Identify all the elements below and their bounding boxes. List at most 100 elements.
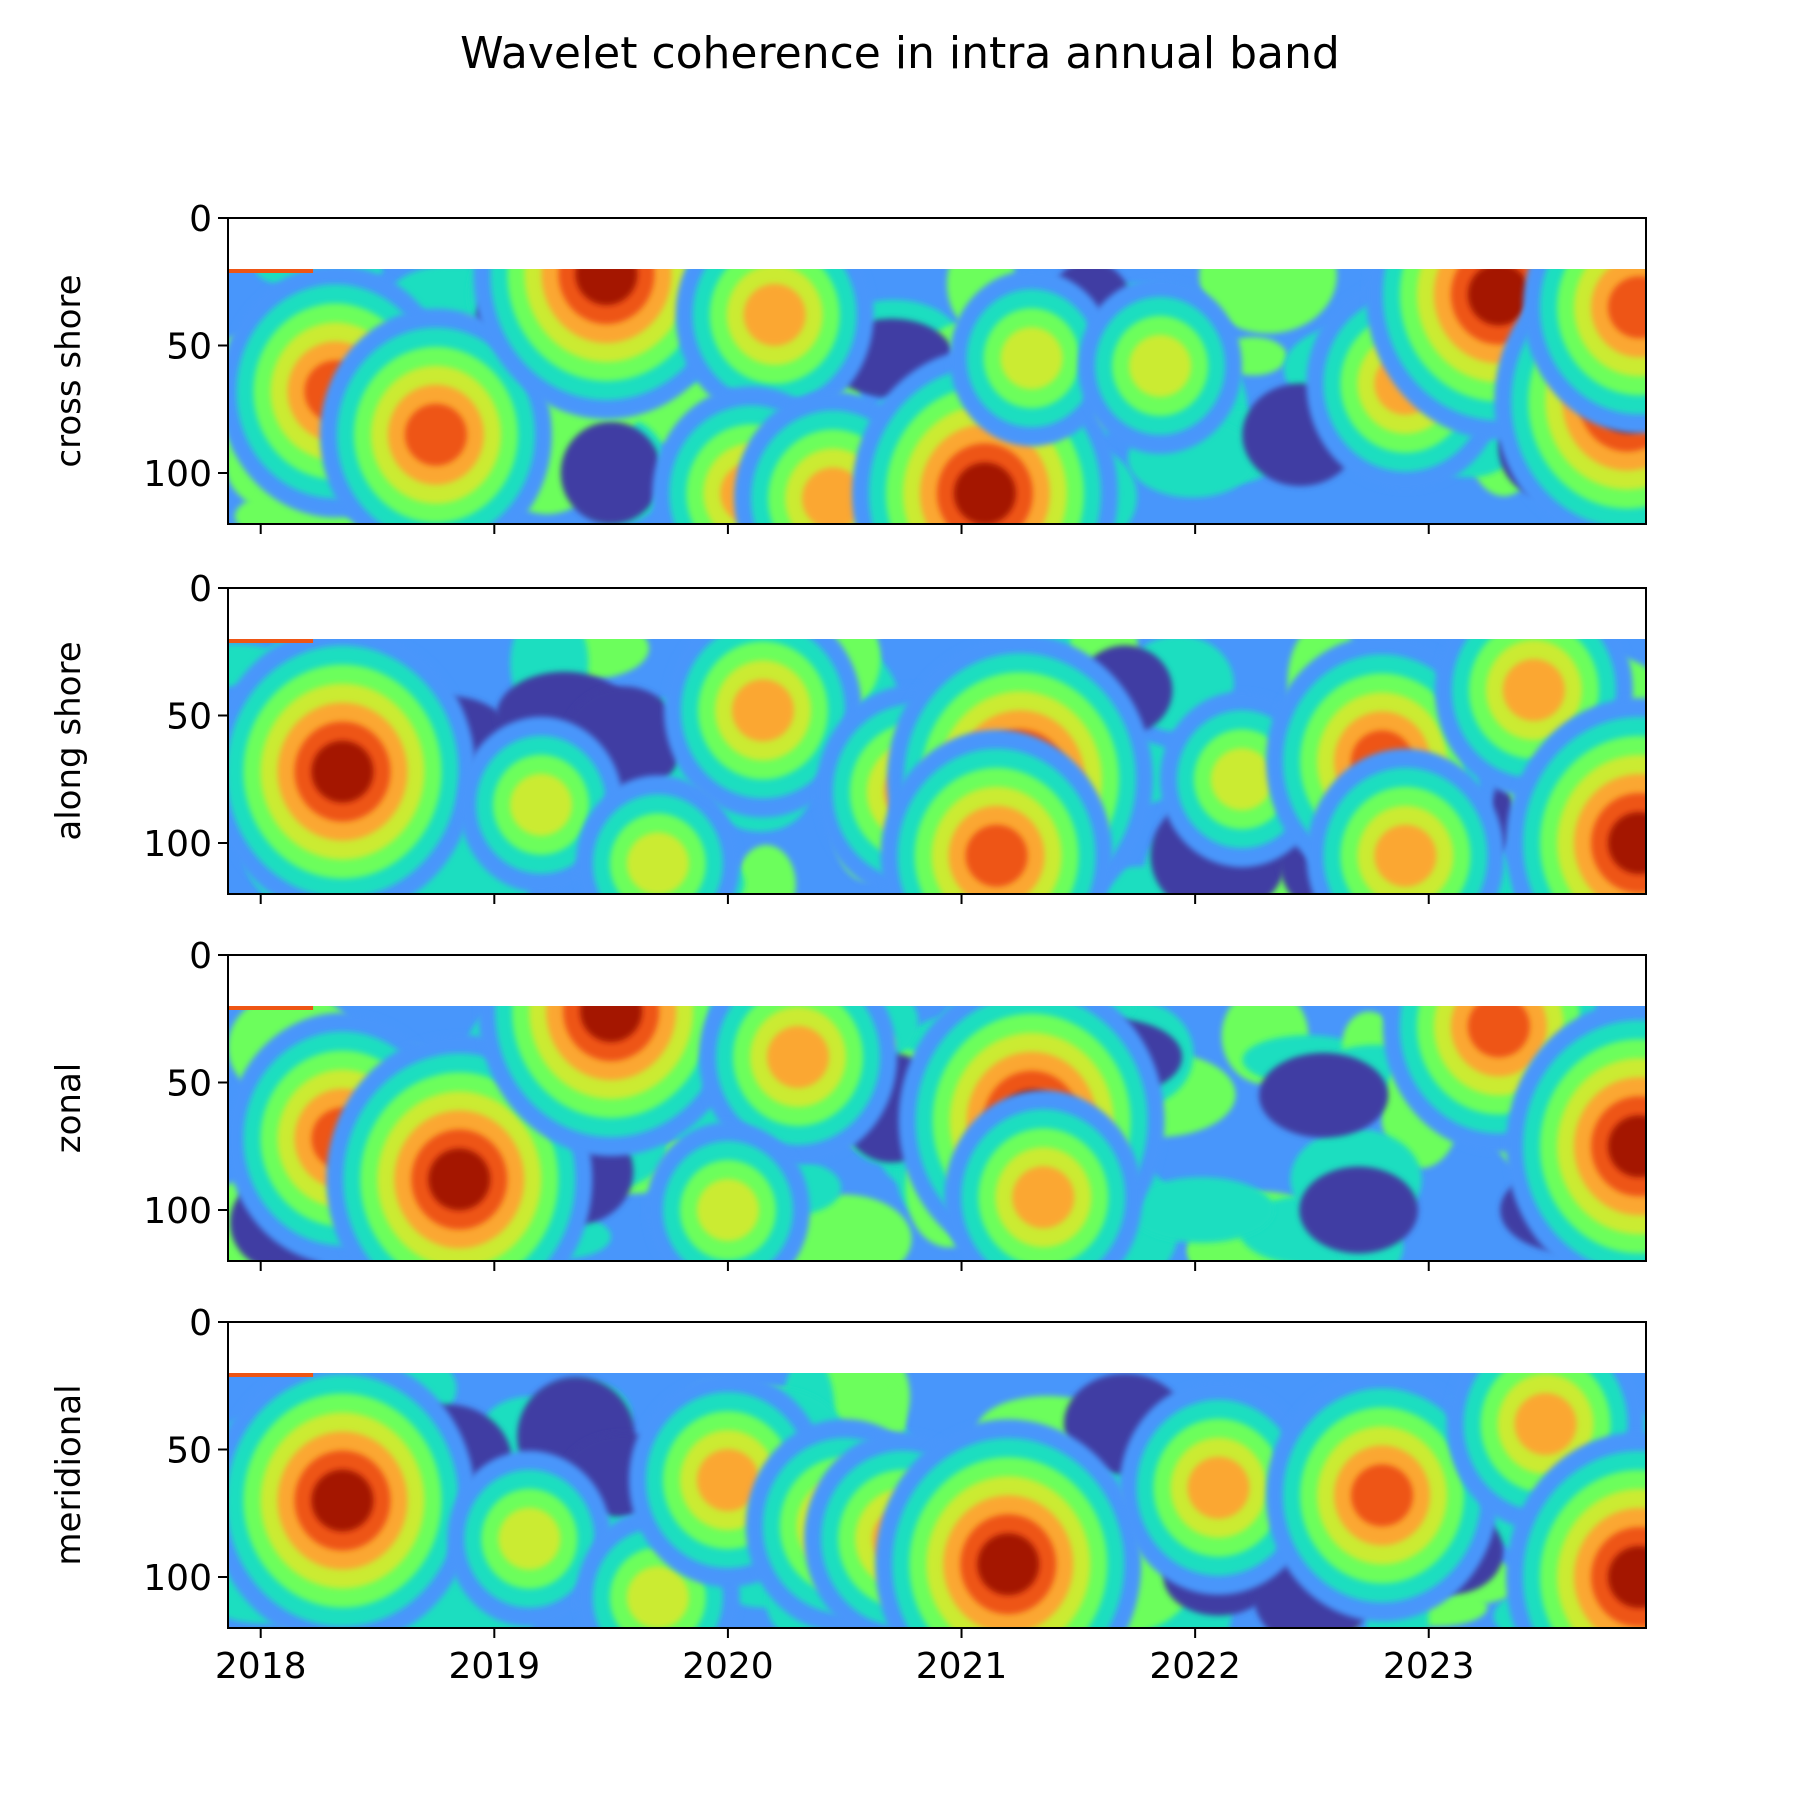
chart-title: Wavelet coherence in intra annual band bbox=[460, 28, 1340, 79]
axes-frame bbox=[227, 954, 1647, 1262]
contour-level-7 bbox=[1351, 1464, 1414, 1527]
y-tick-label: 0 bbox=[189, 199, 212, 240]
contour-level-8 bbox=[311, 1469, 374, 1532]
contour-level-6 bbox=[743, 283, 806, 346]
contour-level-5 bbox=[1210, 748, 1273, 811]
x-tick-label: 2023 bbox=[1383, 1646, 1475, 1687]
y-tick-label: 0 bbox=[189, 569, 212, 610]
edge-artifact bbox=[228, 1373, 314, 1377]
contour-level-8 bbox=[580, 1006, 643, 1043]
contour-level-8 bbox=[977, 1533, 1040, 1596]
contour-level-8 bbox=[575, 269, 638, 306]
contour-level-5 bbox=[1000, 327, 1063, 390]
panel-cross-shore: 0 50 100 cross shore bbox=[49, 199, 1647, 534]
contour-level-8 bbox=[953, 462, 1016, 524]
contour-level-8 bbox=[1467, 269, 1530, 326]
contour-level-6 bbox=[1374, 824, 1437, 887]
texture-patch bbox=[1199, 269, 1337, 334]
contour-level-5 bbox=[510, 773, 573, 836]
x-tick-label: 2021 bbox=[916, 1646, 1008, 1687]
contour-level-6 bbox=[1502, 659, 1565, 721]
coherence-field bbox=[228, 1006, 1646, 1261]
coherence-blob bbox=[1506, 1006, 1646, 1261]
y-tick-label: 100 bbox=[143, 454, 212, 495]
coherence-blob bbox=[675, 269, 874, 422]
coherence-blob bbox=[1078, 277, 1243, 454]
coherence-blob bbox=[1506, 1432, 1646, 1628]
coherence-blob bbox=[575, 775, 740, 894]
x-tick-label: 2018 bbox=[215, 1646, 307, 1687]
y-axis-label: zonal bbox=[49, 1063, 89, 1153]
coherence-blob bbox=[1506, 698, 1646, 894]
contour-level-8 bbox=[1608, 812, 1646, 874]
x-tick-label: 2022 bbox=[1149, 1646, 1241, 1687]
low-coherence-region bbox=[1258, 1052, 1389, 1138]
contour-level-7 bbox=[965, 824, 1028, 887]
contour-level-5 bbox=[696, 1179, 759, 1241]
contour-level-6 bbox=[1187, 1456, 1250, 1519]
coherence-blob bbox=[447, 1450, 612, 1627]
coherence-field bbox=[228, 639, 1646, 894]
y-tick-label: 50 bbox=[166, 697, 212, 738]
low-coherence-region bbox=[560, 421, 662, 524]
coherence-blob bbox=[699, 1006, 897, 1164]
coherence-blob bbox=[1266, 1373, 1498, 1622]
contour-level-6 bbox=[802, 467, 865, 524]
y-tick-label: 50 bbox=[166, 327, 212, 368]
y-tick-label: 0 bbox=[189, 1303, 212, 1344]
coherence-field bbox=[228, 1373, 1646, 1628]
contour-level-5 bbox=[1129, 334, 1192, 397]
coherence-blob bbox=[473, 269, 740, 420]
y-tick-label: 50 bbox=[166, 1431, 212, 1472]
coherence-blob bbox=[228, 1373, 476, 1628]
axes-frame bbox=[227, 1321, 1647, 1629]
coherence-blob bbox=[1434, 639, 1633, 797]
texture-patch bbox=[736, 845, 796, 894]
low-coherence-region bbox=[1299, 1166, 1419, 1254]
coherence-blob bbox=[663, 639, 862, 818]
contour-level-6 bbox=[731, 679, 794, 742]
contour-level-5 bbox=[626, 832, 689, 894]
coherence-field bbox=[228, 269, 1646, 524]
y-tick-label: 100 bbox=[143, 824, 212, 865]
y-tick-label: 50 bbox=[166, 1064, 212, 1105]
edge-artifact bbox=[228, 639, 314, 643]
contour-level-8 bbox=[428, 1148, 491, 1211]
coherence-blob bbox=[228, 639, 476, 894]
edge-artifact bbox=[228, 269, 314, 273]
y-axis-label: meridional bbox=[49, 1384, 89, 1565]
coherence-blob bbox=[949, 270, 1114, 447]
axes-frame bbox=[227, 217, 1647, 525]
coherence-blob bbox=[1306, 748, 1505, 894]
contour-level-7 bbox=[404, 403, 467, 466]
contour-level-6 bbox=[696, 1449, 759, 1512]
contour-level-7 bbox=[1467, 1006, 1530, 1058]
contour-level-6 bbox=[767, 1026, 830, 1088]
contour-level-8 bbox=[1608, 1546, 1646, 1608]
contour-level-6 bbox=[1514, 1393, 1577, 1455]
coherence-blob bbox=[880, 729, 1113, 894]
coherence-blob bbox=[478, 1006, 745, 1157]
y-axis-label: along shore bbox=[49, 641, 89, 840]
contour-level-7 bbox=[1608, 276, 1646, 339]
panel-zonal: 0 50 100 zonal bbox=[49, 936, 1647, 1271]
coherence-blob bbox=[944, 1090, 1143, 1261]
coherence-blob bbox=[319, 308, 552, 524]
panel-meridional: 0 50 100 meridional 2018 2019 2020 2021 2022 2023 bbox=[49, 1303, 1647, 1687]
edge-artifact bbox=[228, 1006, 314, 1010]
coherence-blob bbox=[645, 1122, 810, 1261]
y-tick-label: 100 bbox=[143, 1558, 212, 1599]
y-tick-label: 0 bbox=[189, 936, 212, 977]
contour-level-6 bbox=[1012, 1166, 1075, 1229]
coherence-blob bbox=[1523, 269, 1646, 434]
x-tick-label: 2019 bbox=[449, 1646, 541, 1687]
contour-level-5 bbox=[498, 1507, 561, 1570]
x-tick-label: 2020 bbox=[682, 1646, 774, 1687]
contour-level-8 bbox=[1608, 1115, 1646, 1178]
texture-patch bbox=[1128, 1177, 1275, 1243]
axes-frame bbox=[227, 587, 1647, 895]
coherence-blob bbox=[875, 1419, 1142, 1628]
y-tick-label: 100 bbox=[143, 1191, 212, 1232]
